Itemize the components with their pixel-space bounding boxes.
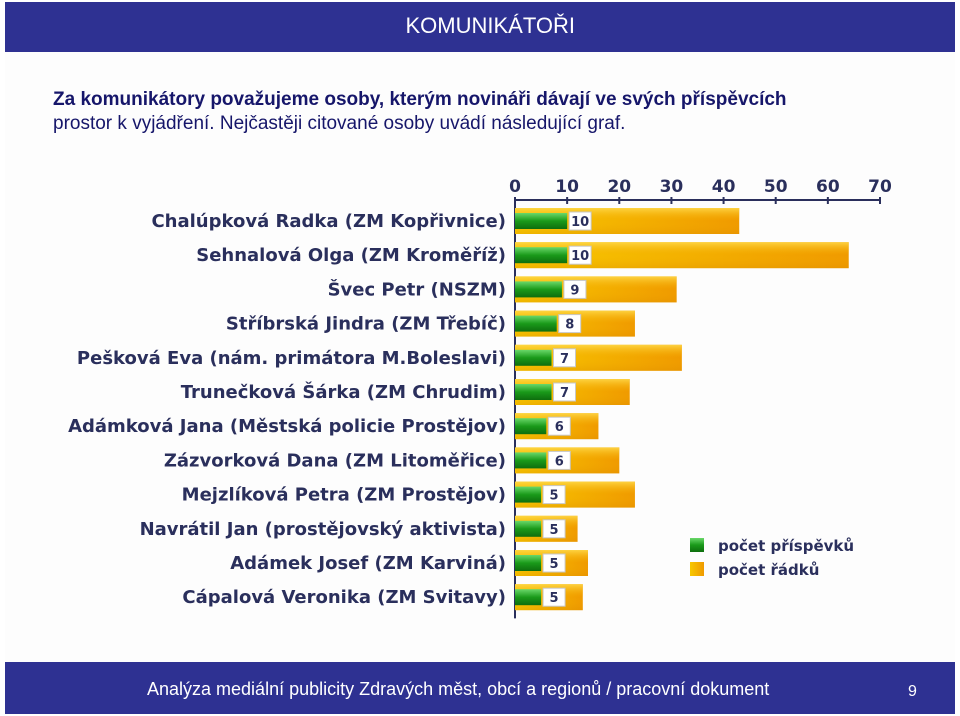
footer-bar: Analýza mediální publicity Zdravých měst… <box>5 662 955 714</box>
value-label: 5 <box>550 489 559 504</box>
category-label: Zázvorková Dana (ZM Litoměřice) <box>164 450 506 471</box>
bar-pocet-prispevku <box>515 486 542 503</box>
value-label-box <box>568 245 592 265</box>
value-label-box <box>547 416 571 436</box>
value-label-box <box>542 519 566 539</box>
page-number: 9 <box>908 683 917 700</box>
footer-text: Analýza mediální publicity Zdravých měst… <box>147 679 770 699</box>
value-label-box <box>553 382 576 402</box>
intro-text: Za komunikátory považujeme osoby, kterým… <box>53 88 913 136</box>
x-tick-label: 70 <box>868 177 892 197</box>
value-label: 5 <box>550 591 559 606</box>
legend-label-prispevku: počet příspěvků <box>718 537 854 555</box>
category-label: Trunečková Šárka (ZM Chrudim) <box>181 381 506 403</box>
legend-swatch-radku <box>690 562 704 576</box>
header-bar: KOMUNIKÁTOŘI <box>5 2 955 52</box>
category-label: Cápalová Veronika (ZM Svitavy) <box>182 587 506 608</box>
bar-pocet-prispevku <box>515 418 547 435</box>
slide-content <box>5 52 955 662</box>
category-label: Mejzlíková Petra (ZM Prostějov) <box>182 485 506 506</box>
bar-pocet-prispevku <box>515 452 547 469</box>
bar-pocet-prispevku <box>515 281 562 298</box>
value-label: 10 <box>571 249 589 264</box>
value-label-box <box>542 485 566 505</box>
x-tick-label: 0 <box>509 177 521 197</box>
legend-label-radku: počet řádků <box>718 561 819 579</box>
bar-pocet-prispevku <box>515 384 552 400</box>
value-label: 9 <box>570 283 579 298</box>
legend-swatch-prispevku <box>690 538 704 552</box>
value-label: 8 <box>565 318 574 333</box>
value-label: 7 <box>560 352 569 367</box>
value-label: 5 <box>550 523 559 538</box>
value-label-box <box>563 279 587 299</box>
value-label: 5 <box>550 557 559 572</box>
bar-pocet-prispevku <box>515 555 542 571</box>
bar-pocet-prispevku <box>515 247 568 264</box>
value-label-box <box>558 314 582 334</box>
value-label: 7 <box>560 386 569 401</box>
bar-pocet-prispevku <box>515 315 557 332</box>
bar-pocet-prispevku <box>515 213 568 229</box>
category-label: Adámek Josef (ZM Karviná) <box>230 553 506 574</box>
category-label: Pešková Eva (nám. primátora M.Boleslavi) <box>77 348 506 369</box>
page-title: KOMUNIKÁTOŘI <box>405 13 575 38</box>
x-tick-label: 50 <box>764 177 788 197</box>
category-label: Sehnalová Olga (ZM Kroměříž) <box>196 245 506 266</box>
category-label: Švec Petr (NSZM) <box>328 278 506 300</box>
value-label-box <box>547 450 571 470</box>
x-tick-label: 10 <box>555 177 579 197</box>
category-label: Stříbrská Jindra (ZM Třebíč) <box>226 314 506 335</box>
intro-line-1: Za komunikátory považujeme osoby, kterým… <box>53 89 787 110</box>
intro-line-2: prostor k vyjádření. Nejčastěji citované… <box>53 113 626 134</box>
value-label-box <box>542 553 566 573</box>
value-label-box <box>553 348 576 368</box>
category-label: Chalúpková Radka (ZM Kopřivnice) <box>151 211 506 232</box>
bar-pocet-prispevku <box>515 520 542 537</box>
value-label-box <box>542 587 566 607</box>
bar-chart: 0 10 20 30 40 50 60 70 Chalúpková Radka (ZM Kop… <box>68 177 892 619</box>
value-label: 10 <box>571 215 589 230</box>
value-label: 6 <box>555 420 564 435</box>
x-tick-label: 30 <box>660 177 684 197</box>
x-tick-label: 60 <box>816 177 840 197</box>
bar-pocet-prispevku <box>515 349 552 366</box>
value-label-box <box>568 211 592 231</box>
value-label: 6 <box>555 454 564 469</box>
category-label: Adámková Jana (Městská policie Prostějov… <box>68 416 506 437</box>
category-label: Navrátil Jan (prostějovský aktivista) <box>140 519 506 540</box>
bar-pocet-prispevku <box>515 589 542 606</box>
x-tick-label: 40 <box>712 177 736 197</box>
x-tick-label: 20 <box>607 177 631 197</box>
